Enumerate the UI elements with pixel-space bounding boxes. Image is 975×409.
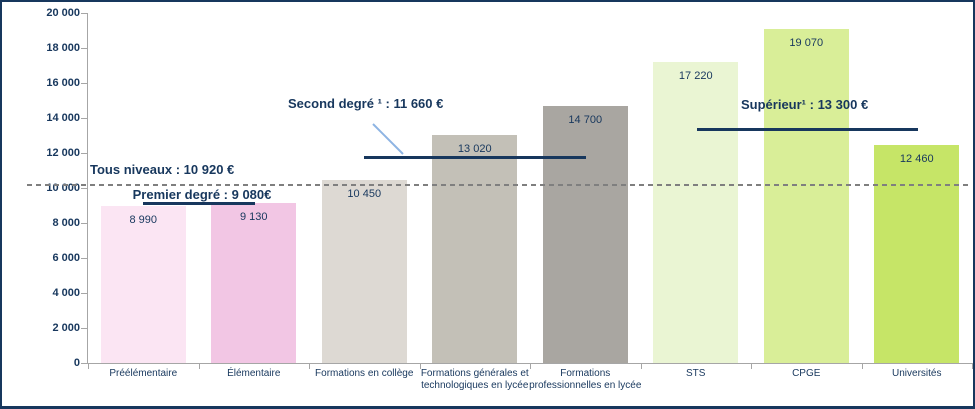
- category-label: CPGE: [792, 368, 821, 379]
- bar: [763, 29, 849, 363]
- second-degre-line: [364, 156, 586, 159]
- x-axis-tick: [88, 364, 89, 369]
- x-axis-tick: [419, 364, 421, 369]
- bar: [542, 105, 628, 363]
- bar-value-label: 14 700: [568, 113, 603, 126]
- bar: [653, 61, 739, 363]
- y-axis-tick: [81, 258, 87, 259]
- premier-degre-label: Premier degré : 9 080€: [132, 187, 272, 202]
- bar: [874, 144, 960, 363]
- x-axis-tick: [972, 364, 973, 369]
- second-degre-label: Second degré ¹ : 11 660 €: [288, 96, 444, 111]
- premier-degre-line: [143, 202, 255, 205]
- category-label: Universités: [892, 368, 942, 379]
- bar: [321, 180, 407, 363]
- x-axis-tick: [751, 364, 752, 369]
- bar-value-label: 12 460: [899, 152, 934, 165]
- y-axis-tick-label: 6 000: [52, 252, 80, 264]
- category-label: Formations en collège: [315, 368, 414, 379]
- tous-niveaux-label: Tous niveaux : 10 920 €: [90, 162, 235, 177]
- y-axis-line: [87, 13, 88, 363]
- x-axis-tick: [198, 364, 200, 369]
- x-axis-tick: [640, 364, 642, 369]
- y-axis-tick: [81, 153, 87, 154]
- category-label: Préélémentaire: [109, 368, 178, 379]
- x-axis-line: [87, 363, 973, 364]
- y-axis-tick: [81, 48, 87, 49]
- bar-value-label: 9 130: [239, 211, 268, 224]
- y-axis-tick-label: 20 000: [46, 7, 80, 19]
- bar-value-label: 10 450: [347, 188, 382, 201]
- bar-value-label: 19 070: [789, 37, 824, 50]
- y-axis-tick-label: 2 000: [52, 322, 80, 334]
- y-axis-tick-label: 4 000: [52, 287, 80, 299]
- y-axis-tick: [81, 13, 87, 14]
- y-axis-tick-label: 14 000: [46, 112, 80, 124]
- x-axis-tick: [861, 364, 863, 369]
- y-axis-tick-label: 0: [73, 357, 80, 369]
- superieur-label: Supérieur¹ : 13 300 €: [741, 97, 869, 112]
- category-label: Élémentaire: [227, 368, 281, 379]
- bar: [100, 205, 186, 363]
- bar-value-label: 17 220: [678, 69, 713, 82]
- category-label: Formations professionnelles en lycée: [529, 368, 642, 391]
- y-axis-tick-label: 16 000: [46, 77, 80, 89]
- superieur-line: [697, 128, 918, 131]
- x-axis-tick: [309, 364, 310, 369]
- bar: [432, 135, 518, 363]
- y-axis-tick: [81, 188, 87, 189]
- category-label: Formations générales et technologiques e…: [420, 368, 529, 391]
- y-axis-tick: [81, 223, 87, 224]
- bar-value-label: 8 990: [129, 213, 158, 226]
- bar: [211, 203, 297, 363]
- y-axis-tick: [81, 363, 87, 364]
- y-axis-tick: [81, 118, 87, 119]
- category-label: STS: [686, 368, 706, 379]
- y-axis-tick-label: 8 000: [52, 217, 80, 229]
- y-axis-tick: [81, 328, 87, 329]
- y-axis-tick-label: 18 000: [46, 42, 80, 54]
- y-axis-tick: [81, 83, 87, 84]
- second-degre-leader-line: [372, 123, 404, 155]
- x-axis-tick: [530, 364, 531, 369]
- bar-value-label: 13 020: [457, 143, 492, 156]
- tous-niveaux-dashed-line: [27, 184, 970, 186]
- y-axis-tick: [81, 293, 87, 294]
- y-axis-tick-label: 12 000: [46, 147, 80, 159]
